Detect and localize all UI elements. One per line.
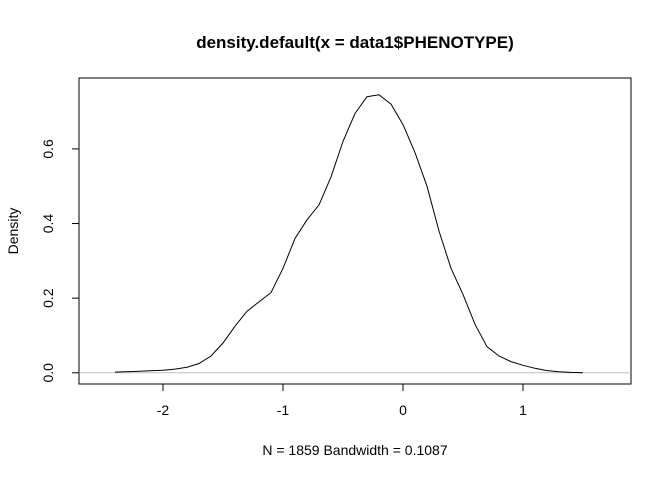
y-tick-label: 0.0 xyxy=(40,363,56,383)
x-tick-label: -1 xyxy=(277,402,290,418)
density-curve xyxy=(114,94,584,374)
x-tick-label: 0 xyxy=(399,402,407,418)
y-tick-label: 0.6 xyxy=(40,139,56,159)
y-tick-label: 0.2 xyxy=(40,288,56,308)
x-axis-label: N = 1859 Bandwidth = 0.1087 xyxy=(262,442,447,458)
y-tick-label: 0.4 xyxy=(40,214,56,234)
y-axis: 0.0 0.2 0.4 0.6 xyxy=(40,139,80,383)
x-tick-label: 1 xyxy=(519,402,527,418)
chart-title: density.default(x = data1$PHENOTYPE) xyxy=(196,33,514,52)
x-axis: -2 -1 0 1 xyxy=(157,383,527,418)
x-tick-label: -2 xyxy=(157,402,170,418)
y-axis-label: Density xyxy=(5,208,21,255)
